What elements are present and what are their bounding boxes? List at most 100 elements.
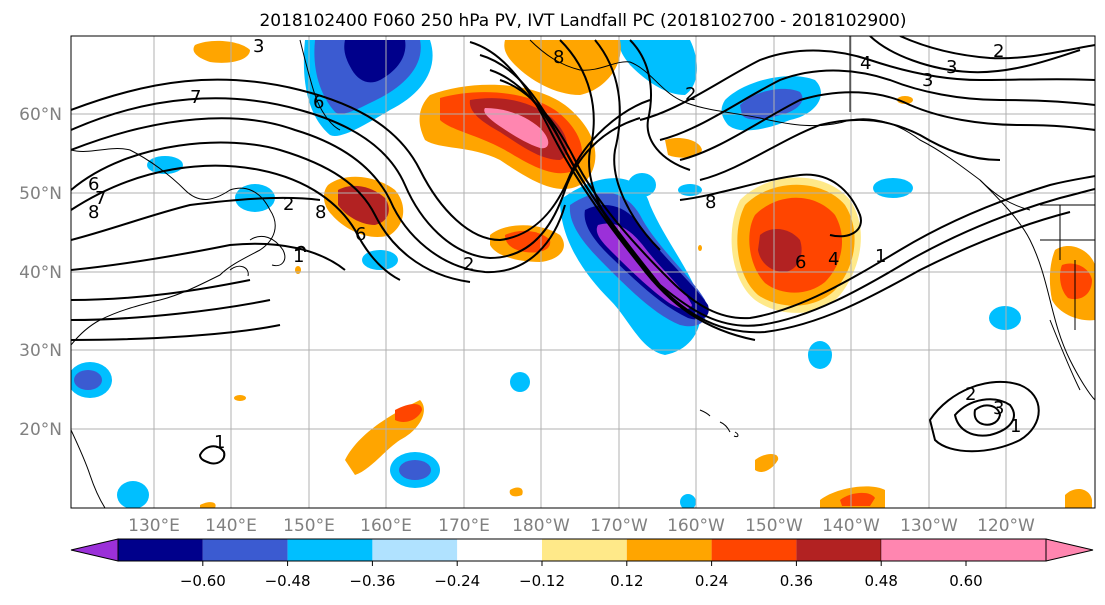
colorbar-segment-8 [711,539,797,561]
colorbar-segment-1 [118,539,203,561]
neg-small-13 [678,184,702,196]
contour-label-8: 2 [463,254,474,275]
pos-small-10 [234,395,246,401]
colorbar-segment-9 [796,539,882,561]
contour-label-2: 7 [190,87,201,108]
coast-hawaii [699,409,739,438]
figure-title: 2018102400 F060 250 hPa PV, IVT Landfall… [259,11,906,31]
neg-alaska-2-core [740,88,803,120]
contour-label-16: 4 [860,53,871,74]
lon-label-130w: 130°W [900,516,958,536]
pos-small-12 [295,266,301,274]
colorbar-segment-7 [626,539,712,561]
contour-label-23: 3 [993,398,1004,419]
colorbar-segment-10 [881,539,966,561]
pos-small-5 [755,454,779,472]
contour-label-19: 6 [795,252,806,273]
pos-small-4-core [395,404,422,422]
lon-label-120w: 120°W [977,516,1035,536]
colorbar-tick-label-1: −0.60 [180,572,226,590]
colorbar-ticks [202,561,967,566]
colorbar-tick-label-10: 0.60 [949,572,982,590]
lat-label-30: 30°N [19,341,62,361]
neg-small-8 [510,372,530,392]
contour-label-1: 3 [253,36,264,57]
colorbar-segment-6 [542,539,627,561]
colorbar-segment-3 [287,539,373,561]
colorbar-frame [117,538,1047,562]
pos-small-3 [665,138,702,158]
contour-label-10: 2 [283,194,294,215]
lon-label-170e: 170°E [438,516,490,536]
colorbar-tick-label-3: −0.36 [349,572,395,590]
contour-label-5: 7 [95,188,106,209]
neg-small-3 [362,250,398,270]
pos-jet-core [484,108,549,149]
lon-label-160e: 160°E [360,516,412,536]
contour-label-25: 1 [214,432,225,453]
shaded-fields [71,40,1095,508]
lon-labels: 130°E 140°E 150°E 160°E 170°E 180°W 170°… [128,516,1035,536]
pos-small-7 [1065,488,1092,508]
colorbar-segment-4 [372,539,458,561]
coast-japan [229,235,286,277]
contour-labels: 3 7 6 8 7 8 6 2 1 2 8 6 2 2 3 4 3 8 6 4 … [88,36,1021,453]
contour-label-15: 3 [946,57,957,78]
colorbar-tick-label-4: −0.24 [434,572,480,590]
lon-label-160w: 160°W [667,516,725,536]
pos-ne-core [758,228,802,272]
lat-labels: 60°N 50°N 40°N 30°N 20°N [19,105,62,440]
lon-label-180w: 180°W [512,516,570,536]
contour-label-3: 6 [88,174,99,195]
neg-small-12 [680,494,696,508]
pos-small-6-core [840,492,875,506]
contour-label-24: 1 [1010,416,1021,437]
neg-small-6 [989,306,1021,330]
contour-label-21: 1 [875,246,886,267]
colorbar-tick-label-8: 0.36 [780,572,813,590]
colorbar-segment-2 [202,539,288,561]
neg-small-11 [117,481,149,508]
contour-label-4: 8 [88,202,99,223]
neg-small-4 [628,173,656,197]
lon-label-140e: 140°E [205,516,257,536]
lat-label-60: 60°N [19,105,62,125]
contour-label-18: 8 [705,192,716,213]
contour-label-22: 2 [965,384,976,405]
colorbar-tick-label-5: −0.12 [519,572,565,590]
lat-label-50: 50°N [19,184,62,204]
neg-kamchatka-core [344,40,406,83]
contour-label-20: 4 [828,249,839,270]
coast-baja [1049,319,1081,391]
colorbar: −0.60 −0.48 −0.36 −0.24 −0.12 0.12 0.24 … [70,538,1094,590]
pos-small-1 [193,40,250,63]
contour-label-17: 3 [922,70,933,91]
map-frame [70,35,1096,509]
pos-small-8 [509,487,523,497]
contour-label-9: 1 [293,246,304,267]
coast-na-west [979,179,1095,401]
colorbar-left-arrow [70,538,119,562]
neg-small-10-core [74,370,102,390]
colorbar-tick-label-6: 0.12 [610,572,643,590]
map-area: 3 7 6 8 7 8 6 2 1 2 8 6 2 2 3 4 3 8 6 4 … [71,36,1095,508]
neg-small-9-core [399,460,431,480]
lon-label-150w: 150°W [745,516,803,536]
colorbar-tick-labels: −0.60 −0.48 −0.36 −0.24 −0.12 0.12 0.24 … [180,572,983,590]
lon-label-130e: 130°E [128,516,180,536]
contour-label-12: 6 [313,92,324,113]
colorbar-segment-5 [457,539,542,561]
lon-label-140w: 140°W [822,516,880,536]
coast-alaska [529,39,1031,211]
lat-label-20: 20°N [19,420,62,440]
contour-label-6: 8 [315,202,326,223]
coast-philippines [71,429,106,508]
neg-small-7 [808,341,832,369]
neg-alaska-1 [619,40,697,95]
pos-small-2 [504,40,621,95]
pos-small-13 [698,245,702,251]
coastlines [71,36,1095,508]
pv-contours [71,36,1095,465]
